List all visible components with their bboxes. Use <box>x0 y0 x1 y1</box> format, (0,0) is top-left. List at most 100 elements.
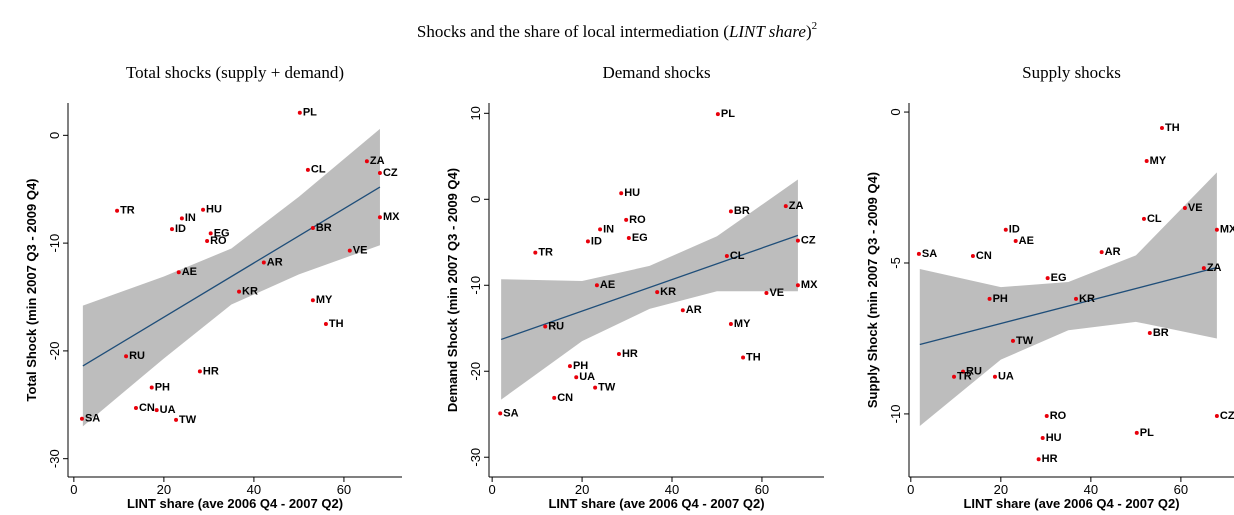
x-tick-label: 0 <box>907 482 914 497</box>
y-tick-label: 0 <box>47 132 62 139</box>
point <box>205 238 210 243</box>
point <box>795 283 800 288</box>
point <box>616 352 621 357</box>
y-tick-label: -20 <box>468 362 483 381</box>
point <box>364 159 369 164</box>
point-label: ZA <box>370 155 385 167</box>
point-label: MY <box>316 294 333 306</box>
point <box>624 217 629 222</box>
point <box>1134 430 1139 435</box>
point-label: PH <box>573 360 588 372</box>
point-label: BR <box>734 205 750 217</box>
point <box>1040 436 1045 441</box>
point-label: TH <box>746 351 761 363</box>
point <box>741 355 746 360</box>
fit-line <box>82 186 381 367</box>
point-label: UA <box>579 371 595 383</box>
y-axis-title: Demand Shock (min 2007 Q3 - 2009 Q4) <box>445 168 460 412</box>
point-label: RO <box>629 214 646 226</box>
point-label: CN <box>139 402 155 414</box>
point-label: RU <box>129 350 145 362</box>
y-tick-label: 0 <box>468 196 483 203</box>
y-tick-label: -10 <box>468 276 483 295</box>
point <box>179 216 184 221</box>
point <box>133 406 138 411</box>
point-label: VE <box>1188 202 1203 214</box>
point <box>1013 238 1018 243</box>
y-tick-label: -30 <box>468 448 483 467</box>
x-tick-label: 0 <box>70 482 77 497</box>
point <box>952 374 957 379</box>
point-label: MX <box>1220 224 1234 236</box>
point <box>377 171 382 176</box>
point-label: MX <box>801 279 818 291</box>
point <box>201 207 206 212</box>
y-axis-title: Supply Shock (min 2007 Q3 - 2009 Q4) <box>865 172 880 408</box>
point <box>1201 266 1206 271</box>
point <box>626 235 631 240</box>
point <box>1141 216 1146 221</box>
point <box>1010 338 1015 343</box>
point <box>310 298 315 303</box>
point-label: EG <box>632 232 648 244</box>
point <box>149 385 154 390</box>
point-label: CZ <box>383 167 398 179</box>
point-label: TW <box>598 381 616 393</box>
point-label: EG <box>214 227 230 239</box>
point <box>594 283 599 288</box>
point <box>323 321 328 326</box>
point-label: RO <box>1050 410 1067 422</box>
point-label: AE <box>182 266 197 278</box>
point <box>297 110 302 115</box>
point <box>543 324 548 329</box>
y-tick-label: -5 <box>888 257 903 269</box>
point-label: BR <box>1153 327 1169 339</box>
point-label: ID <box>175 223 186 235</box>
panel: PL HU BR ZA RO IN EG ID CZ TR CL AE KR MX VE AR MY RU HR TH… <box>445 63 824 511</box>
point-label: PL <box>303 107 317 119</box>
point <box>174 417 179 422</box>
point <box>197 369 202 374</box>
y-tick-label: -20 <box>47 341 62 360</box>
point-label: HR <box>1042 453 1058 465</box>
x-tick-label: 20 <box>994 482 1008 497</box>
point-label: CN <box>976 250 992 262</box>
point-label: AR <box>1105 246 1121 258</box>
x-tick-label: 40 <box>1084 482 1098 497</box>
point-label: BR <box>316 222 332 234</box>
point <box>1036 457 1041 462</box>
panel-title: Total shocks (supply + demand) <box>126 63 344 82</box>
point-label: CL <box>730 250 745 262</box>
point <box>154 408 159 413</box>
point-label: IN <box>185 212 196 224</box>
point <box>1045 276 1050 281</box>
point <box>1074 296 1079 301</box>
point <box>1099 250 1104 255</box>
point <box>124 354 129 359</box>
point <box>377 215 382 220</box>
panel-title: Demand shocks <box>602 63 710 82</box>
point <box>1214 227 1219 232</box>
x-axis-title: LINT share (ave 2006 Q4 - 2007 Q2) <box>127 496 343 511</box>
point <box>1147 331 1152 336</box>
point-label: CN <box>557 392 573 404</box>
point-label: HU <box>1046 432 1062 444</box>
point <box>598 227 603 232</box>
point <box>783 204 788 209</box>
point <box>795 238 800 243</box>
point-label: ZA <box>789 200 804 212</box>
y-tick-label: 10 <box>468 106 483 120</box>
point-label: VE <box>353 245 368 257</box>
point-label: CL <box>1147 213 1162 225</box>
point <box>1144 158 1149 163</box>
point <box>208 231 213 236</box>
title-text: Shocks and the share of local intermedia… <box>417 22 729 41</box>
point <box>992 374 997 379</box>
point <box>1214 414 1219 419</box>
x-axis-title: LINT share (ave 2006 Q4 - 2007 Q2) <box>548 496 764 511</box>
point <box>1159 126 1164 131</box>
fit-line <box>919 266 1218 346</box>
point <box>619 191 624 196</box>
